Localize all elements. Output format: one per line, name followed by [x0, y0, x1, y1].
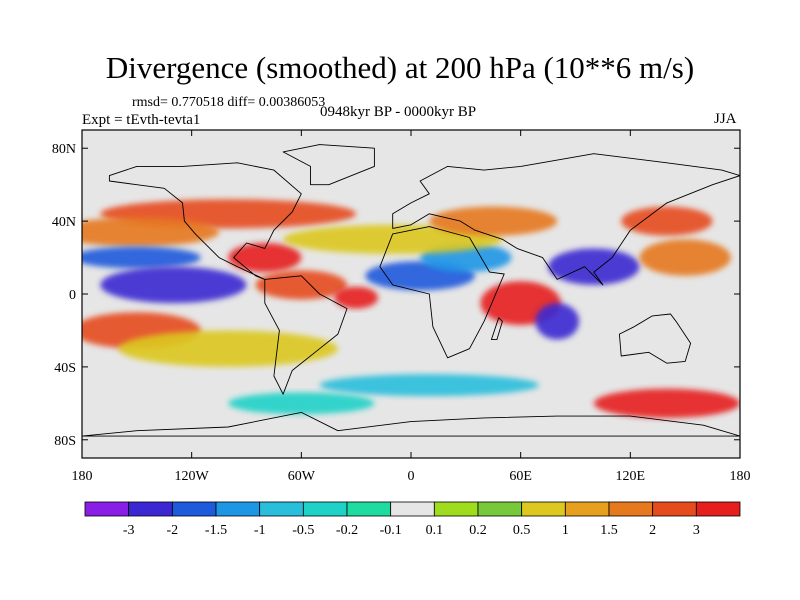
- colorbar-label: 1: [562, 523, 569, 538]
- divergence-blob-2: [228, 242, 302, 273]
- colorbar-swatch: [477, 501, 523, 517]
- divergence-blob-13: [548, 248, 640, 285]
- x-tick-label: 60W: [288, 469, 316, 484]
- colorbar-swatch: [259, 501, 304, 517]
- colorbar-label: 0.1: [426, 523, 444, 538]
- y-tick-label: 80S: [54, 434, 76, 449]
- y-tick-label: 40S: [54, 361, 76, 376]
- coastline-africa: [379, 226, 505, 359]
- colorbar-label: 1.5: [600, 523, 618, 538]
- colorbar-label: 3: [693, 523, 700, 538]
- colorbar-swatch: [521, 501, 566, 517]
- divergence-blob-5: [255, 270, 348, 300]
- coastline-south-america: [264, 275, 348, 395]
- coastline-madagascar: [490, 317, 503, 341]
- coastlines: [82, 144, 740, 437]
- coastline-greenland: [282, 144, 375, 186]
- colorbar-label: 0.5: [513, 523, 531, 538]
- colorbar-swatch: [608, 501, 654, 517]
- coastline-eurasia: [392, 153, 740, 286]
- divergence-blob-1: [82, 217, 220, 247]
- stats-text: rmsd= 0.770518 diff= 0.00386053: [132, 95, 326, 110]
- divergence-blob-6: [334, 286, 379, 309]
- y-tick-label: 80N: [52, 142, 76, 157]
- x-tick-label: 120E: [616, 469, 646, 484]
- chart-title: Divergence (smoothed) at 200 hPa (10**6 …: [105, 50, 695, 85]
- divergence-blob-10: [429, 206, 558, 236]
- x-axis-ticks: 180 120W 60W 0 60E 120E 180: [72, 130, 751, 484]
- colorbar-label: -0.2: [336, 523, 358, 538]
- divergence-blob-19: [593, 388, 740, 418]
- x-tick-label: 0: [408, 469, 415, 484]
- colorbar-swatch: [302, 501, 348, 517]
- divergence-blob-3: [82, 246, 201, 269]
- period-label: 0948kyr BP - 0000kyr BP: [320, 104, 477, 120]
- colorbar-swatch: [433, 501, 479, 517]
- season-label: JJA: [714, 111, 737, 127]
- divergence-blob-17: [118, 330, 338, 367]
- colorbar-swatch: [171, 501, 217, 517]
- colorbar-swatch: [128, 501, 173, 517]
- divergence-field: [82, 199, 740, 418]
- divergence-blob-12: [535, 303, 580, 340]
- colorbar: -3 -2 -1.5 -1 -0.5 -0.2 -0.1 0.1 0.2 0.5 1 1.5 2 3: [84, 501, 741, 538]
- divergence-blob-18: [319, 374, 539, 397]
- divergence-blob-9: [283, 224, 503, 254]
- y-tick-label: 40N: [52, 215, 76, 230]
- coastline-australia: [618, 313, 692, 364]
- x-tick-label: 60E: [509, 469, 532, 484]
- y-axis-ticks: 80N 40N 0 40S 80S: [52, 142, 740, 449]
- colorbar-swatch: [695, 501, 741, 517]
- divergence-blob-4: [100, 266, 247, 304]
- colorbar-swatch: [346, 501, 392, 517]
- colorbar-label: -1.5: [205, 523, 227, 538]
- coastline-antarctica: [82, 411, 740, 437]
- colorbar-label: -0.1: [380, 523, 402, 538]
- x-tick-label: 120W: [175, 469, 210, 484]
- colorbar-label: -1: [254, 523, 266, 538]
- coastline-north-america: [108, 162, 302, 280]
- colorbar-swatch: [215, 501, 261, 517]
- colorbar-swatch: [564, 501, 610, 517]
- colorbar-label: 2: [649, 523, 656, 538]
- colorbar-swatch: [84, 501, 130, 517]
- colorbar-swatch: [652, 501, 697, 517]
- colorbar-swatch: [390, 501, 435, 517]
- experiment-label: Expt = tEvth-tevta1: [82, 112, 201, 128]
- colorbar-label: -0.5: [292, 523, 314, 538]
- divergence-blob-14: [639, 239, 731, 276]
- colorbar-label: -3: [123, 523, 135, 538]
- y-tick-label: 0: [69, 288, 76, 303]
- divergence-blob-15: [621, 206, 713, 236]
- divergence-blob-20: [228, 392, 375, 415]
- x-tick-label: 180: [72, 469, 93, 484]
- colorbar-label: -2: [166, 523, 178, 538]
- colorbar-label: 0.2: [469, 523, 487, 538]
- x-tick-label: 180: [730, 469, 751, 484]
